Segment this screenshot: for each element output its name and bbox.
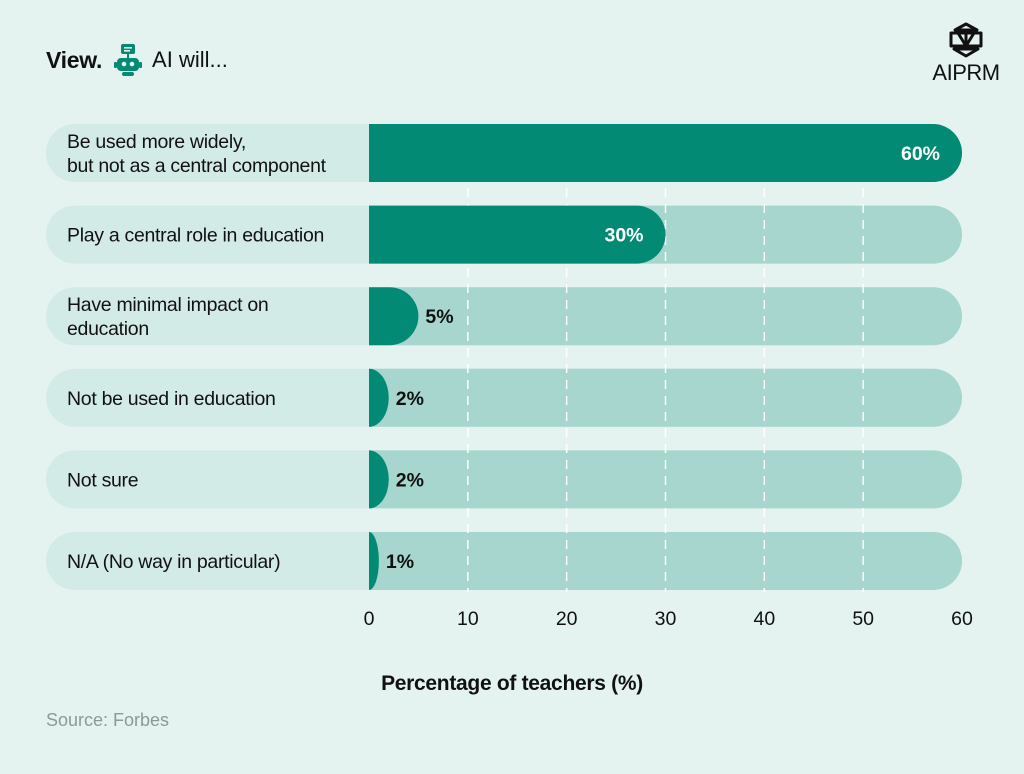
x-tick-label: 40 — [753, 608, 775, 630]
source-note: Source: Forbes — [46, 710, 170, 730]
value-label: 1% — [386, 551, 414, 573]
value-label: 5% — [425, 306, 453, 328]
value-label: 30% — [604, 225, 643, 247]
x-tick-label: 30 — [655, 608, 677, 630]
category-label: Not sure — [67, 469, 138, 491]
x-tick-label: 20 — [556, 608, 578, 630]
brand-logo-icon — [949, 22, 983, 58]
bar — [369, 450, 389, 509]
value-label: 2% — [396, 388, 424, 410]
bar — [369, 124, 962, 182]
category-label: Not be used in education — [67, 388, 276, 410]
brand-name: AIPRM — [932, 60, 1000, 85]
category-label-line: N/A (No way in particular) — [67, 551, 280, 573]
category-label-line: but not as a central component — [67, 155, 327, 177]
x-tick-label: 10 — [457, 608, 479, 630]
category-label: Be used more widely, but not as a central… — [67, 131, 327, 177]
x-tick-label: 60 — [951, 608, 973, 630]
value-label: 2% — [396, 469, 424, 491]
category-label-line: Have minimal impact on — [67, 294, 268, 316]
bar — [369, 368, 389, 427]
value-label: 60% — [901, 143, 940, 165]
brand: AIPRM — [930, 22, 1002, 86]
chart-header: View. AI will... — [46, 40, 228, 80]
category-label-line: Not be used in education — [67, 388, 276, 410]
bar — [369, 287, 419, 346]
bar — [369, 532, 379, 590]
category-label: Play a central role in education — [67, 225, 324, 247]
category-label-line: Be used more widely, — [67, 131, 246, 153]
x-axis-label: Percentage of teachers (%) — [381, 672, 643, 695]
category-label: Have minimal impact on education — [67, 294, 268, 340]
x-tick-label: 50 — [852, 608, 874, 630]
bar-chart: Be used more widely, but not as a central… — [46, 124, 973, 630]
view-label: View. — [46, 46, 103, 73]
category-label: N/A (No way in particular) — [67, 551, 280, 573]
question-text: AI will... — [152, 47, 228, 72]
category-label-line: education — [67, 318, 149, 340]
category-label-line: Play a central role in education — [67, 225, 324, 247]
robot-icon — [114, 44, 143, 76]
x-tick-label: 0 — [364, 608, 375, 630]
bar — [369, 205, 666, 264]
category-label-line: Not sure — [67, 469, 138, 491]
